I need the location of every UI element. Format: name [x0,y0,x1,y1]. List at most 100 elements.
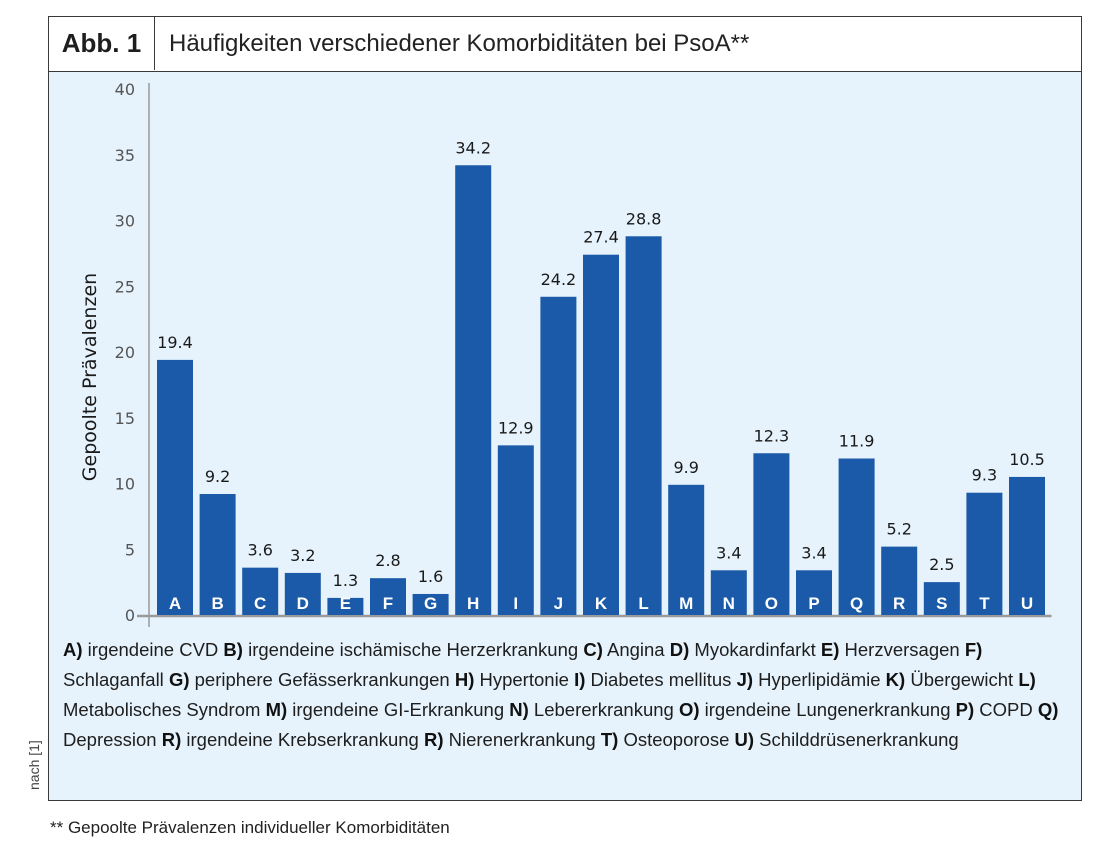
legend-text: Hyperlipidämie [753,669,886,690]
bar-J [540,296,577,615]
legend-key: D) [669,639,690,660]
y-axis-label: Gepoolte Prävalenzen [79,273,101,481]
legend-key: R) [161,729,182,750]
category-label-U: U [1021,594,1033,613]
bar-L [625,236,662,615]
legend-item: O) irgendeine Lungenerkrankung [679,699,956,720]
bar-K [583,254,619,615]
category-label-B: B [211,594,223,613]
category-label-F: F [383,594,393,613]
legend-item: C) Angina [583,639,669,660]
legend-text: irgendeine Lungenerkrankung [699,699,956,720]
value-label-T: 9.3 [972,466,997,485]
legend-text: Angina [602,639,670,660]
legend-text: Schilddrüsenerkrankung [754,729,959,750]
y-tick-label: 20 [115,343,135,362]
value-label-E: 1.3 [333,571,358,590]
legend-item: K) Übergewicht [886,669,1019,690]
y-tick-label: 25 [115,277,135,296]
value-label-G: 1.6 [418,567,443,586]
category-label-L: L [638,594,648,613]
category-label-G: G [424,594,437,613]
figure-header: Abb. 1 Häufigkeiten verschiedener Komorb… [49,17,1081,72]
bar-A [157,359,193,615]
value-label-L: 28.8 [626,209,662,228]
legend-item: F) Schlaganfall [63,639,982,690]
legend-key: N) [509,699,529,720]
bars-group: 19.4 A 9.2 B 3.6 C 3.2 D 1.3 E 2.8 F 1.6 G 34.2 H 12.9 I 2… [157,138,1045,615]
legend-item: J) Hyperlipidämie [737,669,886,690]
y-tick-label: 30 [115,212,135,231]
legend-key: O) [678,699,700,720]
source-note: nach [1] [26,740,42,790]
value-label-N: 3.4 [716,543,741,562]
value-label-I: 12.9 [498,418,534,437]
bar-F [370,578,406,615]
figure-title: Häufigkeiten verschiedener Komorbiditäte… [169,30,750,57]
legend-item: R) Nierenerkrankung [424,729,601,750]
legend-key: R) [423,729,444,750]
legend-item: L) Metabolisches Syndrom [63,669,1036,720]
legend-text: Osteo­porose [618,729,735,750]
category-label-D: D [297,594,309,613]
legend-text: periphere Gefässerkrankungen [189,669,455,690]
category-legend: A) irgendeine CVD B) irgendeine ischämis… [63,635,1073,755]
legend-text: Schlaganfall [63,669,169,690]
legend-key: K) [885,669,906,690]
value-label-M: 9.9 [673,458,698,477]
legend-item: M) irgendeine GI-Erkrankung [266,699,510,720]
legend-text: Depression [63,729,162,750]
figure-frame: Abb. 1 Häufigkeiten verschiedener Komorb… [48,16,1082,801]
category-label-E: E [340,594,351,613]
value-label-Q: 11.9 [839,432,875,451]
legend-key: I) [574,669,586,690]
bar-M [668,484,705,615]
legend-text: irgendeine ischämische Herzerkrankung [242,639,584,660]
bar-O [753,453,790,615]
legend-text: COPD [974,699,1038,720]
legend-key: A) [63,639,83,660]
legend-key: T) [600,729,619,750]
legend-item: R) irgendeine Krebserkrankung [162,729,424,750]
category-label-O: O [765,594,778,613]
legend-key: Q) [1037,699,1059,720]
legend-key: U) [734,729,755,750]
y-tick-label: 15 [115,409,135,428]
legend-item: D) Myokardinfarkt [670,639,821,660]
bar-B [199,494,236,615]
footnote: ** Gepoolte Prävalenzen individueller Ko… [50,818,450,837]
legend-key: B) [223,639,243,660]
value-label-J: 24.2 [541,270,577,289]
category-label-J: J [554,594,563,613]
legend-text: irgendeine GI-Erkrankung [287,699,510,720]
y-tick-label: 0 [125,606,135,625]
bar-I [497,445,534,615]
legend-key: E) [820,639,840,660]
legend-item: T) Osteo­porose [601,729,735,750]
bar-chart: 0 5 10 15 20 25 30 35 40 19.4 A 9.2 B 3.6 C 3.2 D 1.3 E 2.… [79,80,1052,627]
bar-C [242,567,279,615]
legend-text: Übergewicht [905,669,1019,690]
y-tick-label: 10 [115,475,135,494]
value-label-P: 3.4 [801,543,826,562]
value-label-B: 9.2 [205,467,230,486]
legend-item: P) COPD [956,699,1038,720]
y-tick-label: 35 [115,146,135,165]
legend-text: Diabetes mellitus [585,669,737,690]
value-label-C: 3.6 [247,541,272,560]
legend-key: G) [168,669,190,690]
category-label-R: R [893,594,905,613]
legend-item: U) Schilddrüsenerkrankung [735,729,959,750]
legend-item: A) irgendeine CVD [63,639,223,660]
legend-text: irgendeine Krebserkrankung [181,729,424,750]
category-label-N: N [723,594,735,613]
value-label-K: 27.4 [583,228,619,247]
y-tick-label: 5 [125,540,135,559]
legend-item: B) irgendeine ischämische Herzerkrankung [223,639,583,660]
legend-key: H) [454,669,475,690]
value-label-D: 3.2 [290,546,315,565]
legend-key: F) [964,639,983,660]
legend-text: Nierenerkrankung [443,729,601,750]
legend-text: Hypertonie [474,669,575,690]
legend-key: J) [736,669,754,690]
